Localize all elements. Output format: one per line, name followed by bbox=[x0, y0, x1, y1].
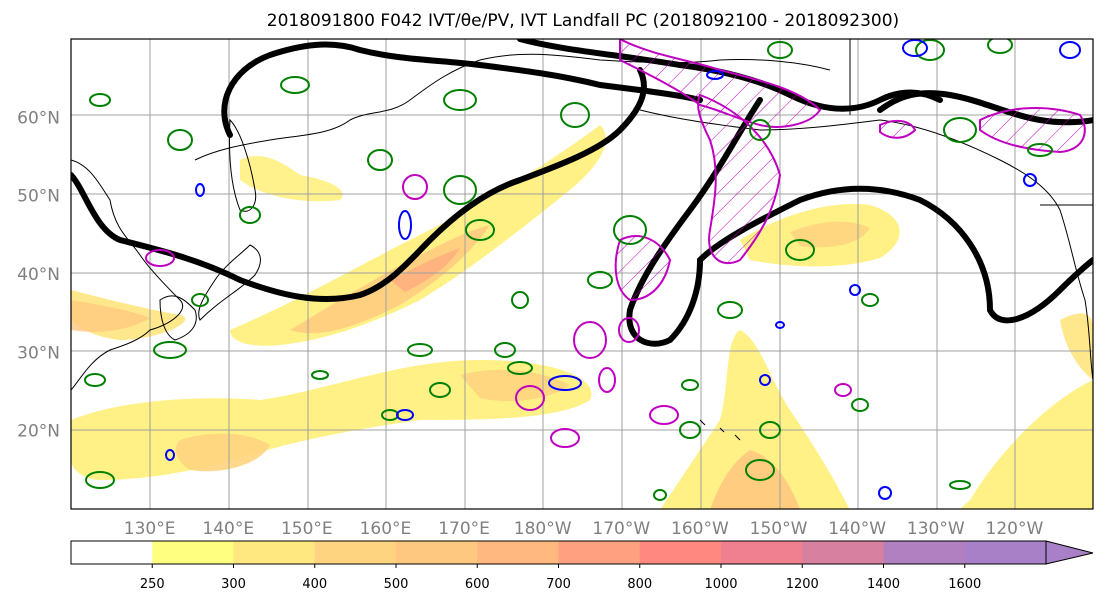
colorbar-tick-label: 500 bbox=[384, 577, 409, 592]
colorbar-segment bbox=[964, 541, 1047, 564]
gridlines bbox=[71, 39, 1093, 509]
colorbar-segment bbox=[883, 541, 966, 564]
lon-label: 170°W bbox=[592, 519, 650, 539]
colorbar-tick-label: 300 bbox=[221, 577, 246, 592]
map-frame bbox=[70, 38, 1094, 510]
theta-e-contour-west bbox=[71, 67, 647, 302]
ivt-core-japan bbox=[71, 300, 150, 332]
colorbar-segment bbox=[477, 541, 559, 564]
lon-label: 160°E bbox=[360, 519, 412, 539]
asia-coast bbox=[71, 159, 183, 391]
pc-region-south bbox=[614, 235, 672, 302]
colorbar-tick-label: 700 bbox=[546, 577, 571, 592]
ivt-plume-kamchatka bbox=[240, 155, 343, 202]
pc-region-coast bbox=[879, 119, 917, 139]
colorbar-segment bbox=[314, 541, 397, 564]
pc-region-north bbox=[619, 39, 822, 128]
map-panel bbox=[70, 38, 1094, 510]
lat-label: 60°N bbox=[17, 108, 60, 128]
lon-label: 150°E bbox=[281, 519, 333, 539]
japan-coast bbox=[198, 244, 261, 321]
colorbar-segment bbox=[152, 541, 234, 564]
kamchatka-coast bbox=[229, 118, 257, 212]
colorbar-segment bbox=[721, 541, 803, 564]
pv-contours-blue bbox=[165, 39, 1081, 500]
lon-label: 170°E bbox=[438, 519, 490, 539]
pv-contours-green bbox=[84, 39, 1053, 501]
landfall-pc-contours bbox=[614, 39, 1086, 302]
lat-label: 20°N bbox=[17, 422, 60, 442]
pc-region-bc bbox=[979, 107, 1086, 154]
colorbar-segment bbox=[802, 541, 884, 564]
colorbar-segment bbox=[558, 541, 641, 564]
ivt-plume-hawaii bbox=[660, 330, 850, 509]
hawaii-islands bbox=[699, 419, 741, 441]
colorbar-tick-label: 1200 bbox=[786, 577, 819, 592]
ivt-core-west bbox=[175, 433, 270, 472]
colorbar-extend-arrow bbox=[1045, 540, 1094, 565]
theta-e-contour-north bbox=[221, 41, 703, 138]
ivt-core-ne bbox=[790, 221, 870, 248]
colorbar-segment bbox=[71, 541, 153, 564]
colorbar-tick-label: 250 bbox=[140, 577, 165, 592]
lon-label: 120°W bbox=[986, 519, 1044, 539]
lon-label: 140°W bbox=[828, 519, 886, 539]
colorbar-tick-label: 800 bbox=[627, 577, 652, 592]
colorbar-tick-label: 1000 bbox=[704, 577, 737, 592]
latitude-labels: 60°N 50°N 40°N 30°N 20°N bbox=[17, 108, 60, 441]
lat-label: 40°N bbox=[17, 265, 60, 285]
colorbar-tick-label: 1600 bbox=[948, 577, 981, 592]
ivt-plume-main bbox=[230, 125, 606, 346]
colorbar-segment bbox=[396, 541, 478, 564]
colorbar-tick-label: 1400 bbox=[867, 577, 900, 592]
ivt-peak-main bbox=[390, 248, 460, 292]
colorbar-segment bbox=[639, 541, 722, 564]
ivt-plume-baja bbox=[1060, 313, 1093, 380]
ivt-plume-mexico bbox=[960, 380, 1093, 509]
lon-label: 130°W bbox=[907, 519, 965, 539]
figure-title: 2018091800 F042 IVT/θe/PV, IVT Landfall … bbox=[267, 11, 899, 31]
lat-label: 50°N bbox=[17, 187, 60, 207]
pc-region-gulf bbox=[697, 93, 782, 265]
landfall-pc-small-contours bbox=[145, 174, 852, 448]
colorbar-segments bbox=[71, 541, 1047, 564]
lon-label: 150°W bbox=[750, 519, 808, 539]
colorbar-tick-label: 600 bbox=[465, 577, 490, 592]
colorbar: 250 300 400 500 600 700 800 1000 1200 1400 1600 bbox=[70, 540, 1094, 592]
longitude-labels: 130°E 140°E 150°E 160°E 170°E 180°W 170°W 160°W… bbox=[124, 519, 1044, 539]
lon-label: 160°W bbox=[671, 519, 729, 539]
colorbar-tick-labels: 250 300 400 500 600 700 800 1000 1200 1400 1600 bbox=[140, 564, 981, 592]
lon-label: 180°W bbox=[514, 519, 572, 539]
korea-coast bbox=[159, 295, 197, 341]
lat-label: 30°N bbox=[17, 343, 60, 363]
colorbar-tick-label: 400 bbox=[302, 577, 327, 592]
colorbar-segment bbox=[233, 541, 316, 564]
alaska-canada-coast bbox=[639, 109, 1093, 381]
lon-label: 140°E bbox=[202, 519, 254, 539]
siberia-coast bbox=[194, 53, 831, 161]
lon-label: 130°E bbox=[124, 519, 176, 539]
coastlines bbox=[71, 39, 1093, 441]
